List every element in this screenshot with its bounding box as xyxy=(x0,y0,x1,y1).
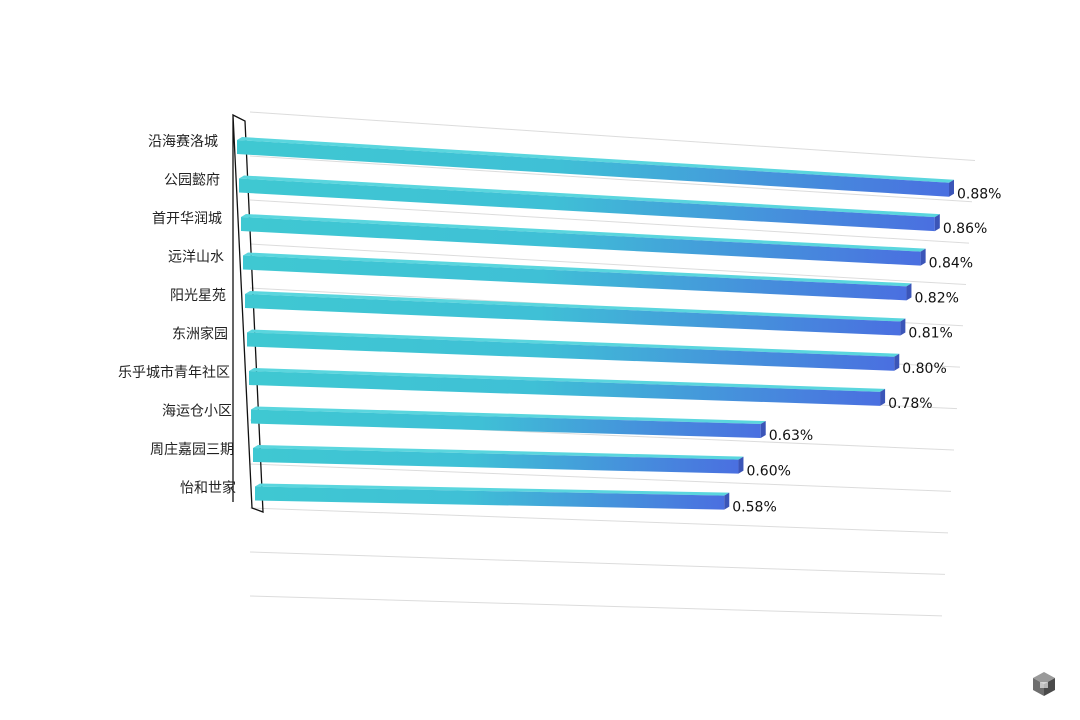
bar-top-face xyxy=(249,368,886,392)
grid-line xyxy=(249,551,946,575)
bar xyxy=(237,140,949,197)
bar xyxy=(251,409,761,439)
bar xyxy=(249,371,881,406)
value-label: 0.78% xyxy=(888,396,932,412)
bar-end-face xyxy=(738,456,744,474)
bar-end-face xyxy=(949,179,954,197)
bar-end-face xyxy=(920,248,926,266)
category-label: 阳光星苑 xyxy=(170,288,226,304)
category-label: 怡和世家 xyxy=(180,480,236,497)
bar xyxy=(253,448,739,474)
bar-top-face xyxy=(245,291,906,322)
grid-line xyxy=(249,595,943,617)
bar xyxy=(255,486,725,510)
category-label: 乐乎城市青年社区 xyxy=(118,364,230,381)
bar xyxy=(247,332,895,371)
value-label: 0.80% xyxy=(902,361,946,377)
bar-top-face xyxy=(237,137,954,183)
bar-top-face xyxy=(239,175,940,218)
category-label: 首开华润城 xyxy=(152,211,222,227)
category-label: 公园懿府 xyxy=(164,173,220,189)
bar-top-face xyxy=(243,252,912,287)
bar-top-face xyxy=(241,214,926,252)
bar-top-face xyxy=(251,406,766,425)
category-label: 远洋山水 xyxy=(168,250,224,266)
category-axis xyxy=(232,113,264,513)
labels: 沿海赛洛城 0.88% 公园懿府 0.86% 首开华润城 0.84% 远洋山水 0.82% 阳光… xyxy=(118,134,1001,516)
bar-top-face xyxy=(247,329,900,357)
category-label: 东洲家园 xyxy=(172,326,228,343)
bars xyxy=(237,137,954,510)
grid-line xyxy=(249,507,949,534)
category-label: 海运仓小区 xyxy=(162,404,232,420)
value-label: 0.81% xyxy=(908,326,952,342)
bar-end-face xyxy=(760,421,766,439)
bar xyxy=(241,217,921,266)
axis-line xyxy=(232,113,264,513)
bar-end-face xyxy=(894,353,900,371)
value-label: 0.60% xyxy=(746,464,790,480)
grid-line xyxy=(249,243,967,285)
grid-line xyxy=(249,155,973,203)
bar-end-face xyxy=(900,318,906,336)
bar xyxy=(239,178,935,232)
bar xyxy=(245,294,901,336)
value-label: 0.58% xyxy=(732,500,776,516)
bar-top-face xyxy=(255,483,730,496)
bar-end-face xyxy=(880,388,886,406)
cube-logo-icon xyxy=(1033,672,1055,696)
bar-end-face xyxy=(934,214,940,232)
value-label: 0.86% xyxy=(943,221,987,237)
bar-top-face xyxy=(253,445,744,460)
category-label: 周庄嘉园三期 xyxy=(150,441,234,458)
category-label: 沿海赛洛城 xyxy=(148,134,218,150)
value-label: 0.84% xyxy=(929,256,973,272)
value-label: 0.63% xyxy=(769,428,813,444)
bar xyxy=(243,255,907,301)
bar-end-face xyxy=(906,283,912,301)
grid-line xyxy=(249,463,952,492)
value-label: 0.82% xyxy=(914,290,958,306)
grid-line xyxy=(249,199,970,244)
value-label: 0.88% xyxy=(957,187,1001,203)
bar-end-face xyxy=(724,492,730,510)
grid-line xyxy=(249,111,976,161)
